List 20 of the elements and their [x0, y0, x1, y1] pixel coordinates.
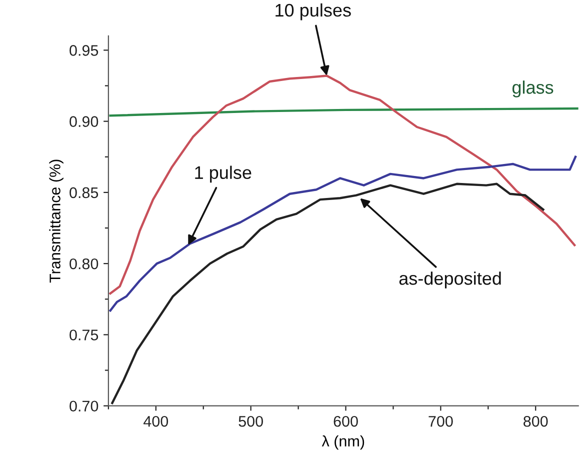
annotation: 10 pulses	[276, 3, 351, 20]
x-tick-label: 700	[428, 416, 453, 427]
y-tick-label: 0.85	[70, 187, 98, 198]
y-tick-label: 0.75	[70, 330, 98, 340]
y-tick-label: 0.95	[70, 45, 98, 56]
annotation: 1 pulse	[195, 166, 252, 183]
x-tick-label: 500	[238, 416, 263, 427]
y-tick-label: 0.70	[70, 400, 98, 412]
line-series	[111, 182, 544, 404]
x-tick-label: 400	[144, 416, 168, 427]
line-series	[109, 156, 577, 312]
annotation: as-deposited	[399, 272, 501, 288]
x-tick-label: 600	[334, 416, 358, 427]
y-tick-label: 0.80	[70, 258, 98, 270]
annotation: glass	[512, 80, 554, 98]
x-tick-label: 800	[524, 416, 548, 427]
x-axis-title: λ (nm)	[322, 435, 364, 450]
y-tick-label: 0.90	[70, 116, 98, 127]
line-series	[109, 107, 578, 117]
y-axis-title: Transmittance (%)	[49, 160, 64, 283]
